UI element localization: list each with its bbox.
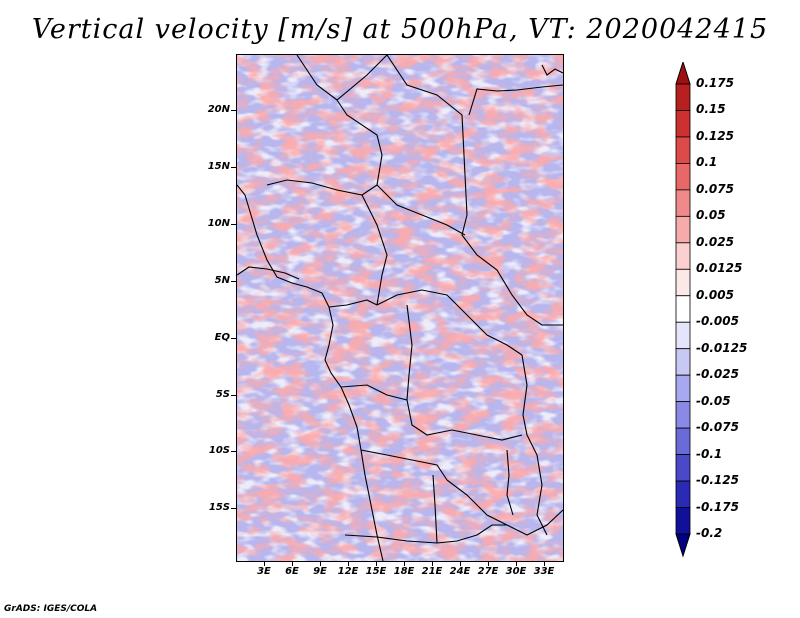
- lat-label-10n: 10N: [207, 218, 230, 229]
- colorbar-label: 0.175: [696, 76, 734, 90]
- colorbar-segment: [675, 454, 691, 482]
- lat-tick: [231, 167, 236, 168]
- colorbar-label: -0.125: [696, 473, 739, 488]
- colorbar-segment: [675, 242, 691, 270]
- lon-label-3e: 3E: [257, 566, 271, 577]
- chart-title: Vertical velocity [m/s] at 500hPa, VT: 2…: [31, 14, 769, 45]
- lat-tick: [231, 451, 236, 452]
- lon-label-9e: 9E: [313, 566, 327, 577]
- lat-tick: [231, 395, 236, 396]
- colorbar-label: -0.1: [696, 446, 723, 461]
- colorbar-segment: [675, 507, 691, 535]
- colorbar-label: -0.05: [696, 393, 731, 408]
- lat-label-5n: 5N: [214, 275, 230, 286]
- colorbar-label: 0.125: [696, 128, 734, 143]
- lon-tick: [264, 562, 265, 566]
- lon-label-6e: 6E: [285, 566, 299, 577]
- colorbar-label: 0.05: [696, 208, 726, 223]
- colorbar-label: -0.0125: [696, 340, 748, 355]
- lat-label-15s: 15S: [208, 502, 230, 513]
- colorbar-segment: [675, 401, 691, 429]
- colorbar-segment: [675, 189, 691, 217]
- colorbar-segment: [675, 427, 691, 455]
- lon-label-24e: 24E: [449, 566, 471, 577]
- colorbar-segment: [675, 480, 691, 508]
- lon-label-18e: 18E: [393, 566, 415, 577]
- colorbar-label: 0.1: [696, 155, 718, 170]
- colorbar-segment: [675, 268, 691, 297]
- lon-tick: [376, 562, 377, 566]
- colorbar-label: -0.025: [696, 367, 739, 382]
- colorbar-segment: [675, 83, 691, 111]
- colorbar-label: -0.2: [696, 526, 723, 540]
- colorbar-segment: [675, 374, 691, 403]
- lat-tick: [231, 508, 236, 509]
- colorbar-label: 0.15: [696, 102, 726, 117]
- colorbar-label: -0.005: [696, 314, 739, 329]
- colorbar-top-arrow: [675, 62, 691, 85]
- lon-tick: [488, 562, 489, 566]
- lon-label-21e: 21E: [421, 566, 443, 577]
- colorbar-label: 0.025: [696, 234, 734, 249]
- lat-tick: [231, 224, 236, 225]
- lat-label-20n: 20N: [207, 104, 230, 115]
- grads-credit: GrADS: IGES/COLA: [4, 604, 98, 614]
- colorbar-label: 0.005: [696, 287, 734, 302]
- lon-tick: [460, 562, 461, 566]
- lat-label-15n: 15N: [207, 161, 230, 172]
- lon-tick: [404, 562, 405, 566]
- colorbar-segment: [675, 110, 691, 138]
- lon-label-30e: 30E: [505, 566, 527, 577]
- lon-tick: [320, 562, 321, 566]
- map-plot-area: [236, 54, 564, 562]
- lon-tick: [348, 562, 349, 566]
- lon-label-12e: 12E: [337, 566, 359, 577]
- lat-tick: [231, 338, 236, 339]
- colorbar-label: -0.075: [696, 420, 739, 435]
- lat-label-10s: 10S: [208, 445, 230, 456]
- colorbar-segment: [675, 348, 691, 376]
- colorbar-segment: [675, 215, 691, 244]
- lat-label-eq: EQ: [214, 332, 230, 343]
- colorbar-segment: [675, 321, 691, 350]
- colorbar-bottom-arrow: [675, 533, 691, 558]
- lon-tick: [516, 562, 517, 566]
- lat-tick: [231, 110, 236, 111]
- map-field: [237, 55, 563, 561]
- lon-label-33e: 33E: [533, 566, 555, 577]
- lat-tick: [231, 281, 236, 282]
- colorbar-segment: [675, 295, 691, 323]
- lon-tick: [544, 562, 545, 566]
- colorbar-label: -0.175: [696, 499, 739, 514]
- lat-label-5s: 5S: [215, 389, 230, 400]
- coastlines-borders: [237, 55, 563, 561]
- lon-label-15e: 15E: [365, 566, 387, 577]
- lon-tick: [292, 562, 293, 566]
- colorbar-label: 0.075: [696, 181, 734, 196]
- colorbar-svg: [675, 62, 691, 558]
- colorbar-label: 0.0125: [696, 261, 743, 276]
- colorbar-segment: [675, 136, 691, 164]
- colorbar-segment: [675, 163, 691, 191]
- lon-tick: [432, 562, 433, 566]
- lon-label-27e: 27E: [477, 566, 499, 577]
